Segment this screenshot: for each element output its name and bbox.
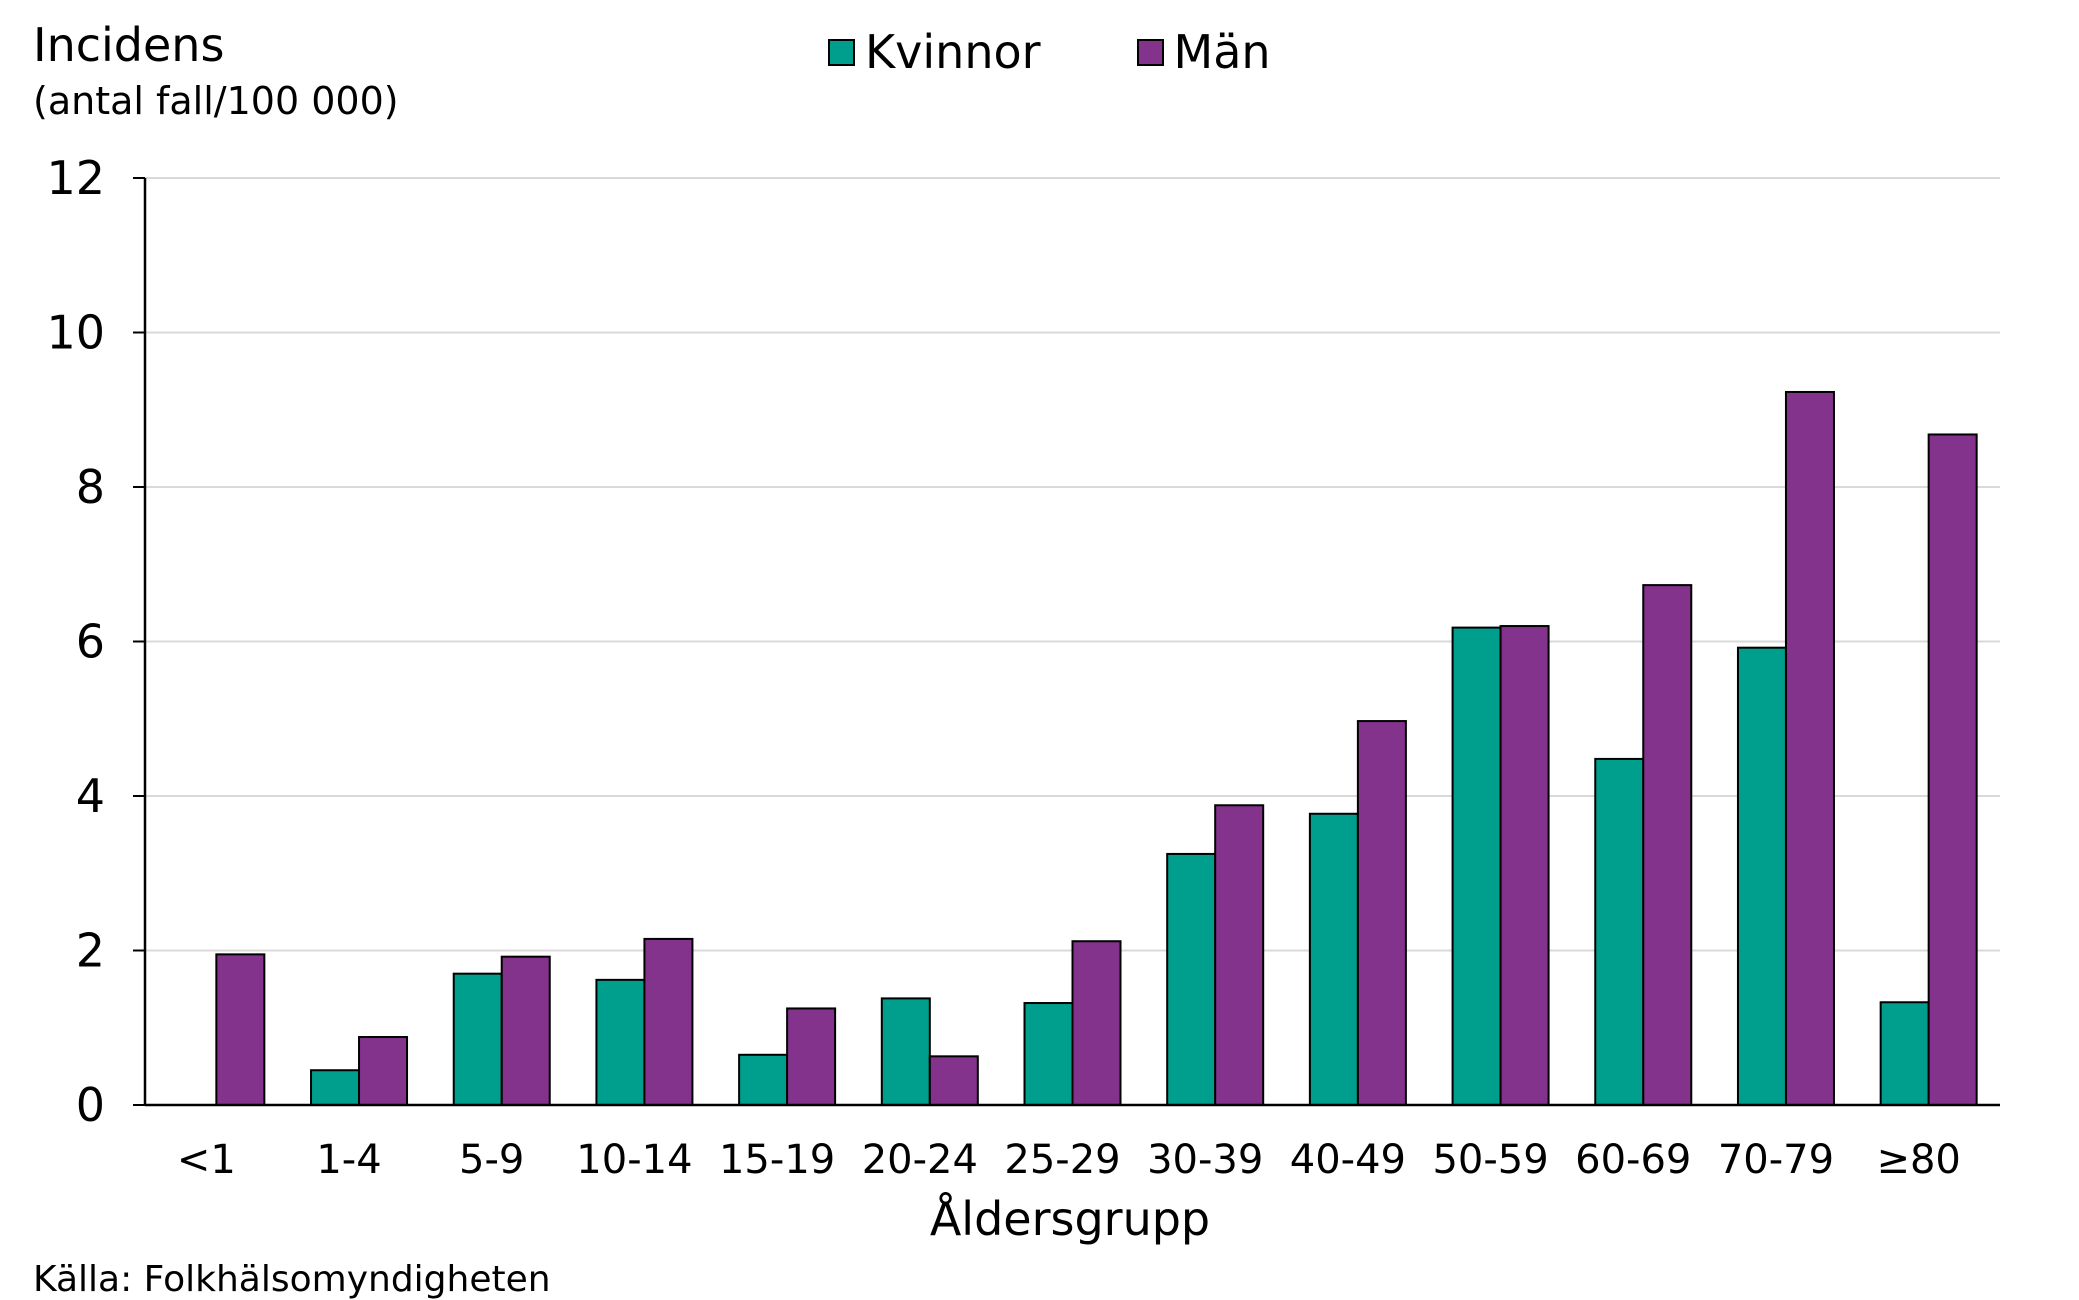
legend-swatch-man: [1136, 38, 1164, 66]
y-tick-label: 8: [76, 460, 105, 514]
x-tick-label: 1-4: [316, 1137, 381, 1183]
x-tick-label: 5-9: [459, 1137, 524, 1183]
bar-kvinnor: [738, 1053, 789, 1106]
bar-man: [1071, 940, 1122, 1106]
bar-man: [215, 953, 266, 1106]
bar-kvinnor: [880, 997, 931, 1107]
bar-kvinnor: [1736, 646, 1787, 1106]
bar-man: [786, 1007, 837, 1106]
bar-kvinnor: [1023, 1002, 1074, 1107]
x-axis-title: Åldersgrupp: [929, 1192, 1211, 1246]
bar-kvinnor: [1451, 626, 1502, 1106]
legend-item-kvinnor: Kvinnor: [828, 29, 1041, 75]
bar-man: [1499, 625, 1550, 1106]
legend-label-man: Män: [1173, 25, 1271, 79]
bar-man: [643, 937, 694, 1106]
bar-kvinnor: [1879, 1001, 1930, 1107]
bar-kvinnor: [595, 978, 646, 1106]
bar-man: [928, 1055, 979, 1107]
y-tick-label: 0: [76, 1078, 105, 1132]
x-tick-label: 50-59: [1432, 1137, 1548, 1183]
y-axis-title: Incidens: [33, 18, 225, 72]
legend-label-kvinnor: Kvinnor: [865, 25, 1041, 79]
x-tick-label: 40-49: [1290, 1137, 1406, 1183]
bar-man: [1784, 390, 1835, 1107]
bar-kvinnor: [452, 972, 503, 1106]
x-tick-label: 25-29: [1004, 1137, 1120, 1183]
bar-man: [1214, 804, 1265, 1107]
bar-man: [358, 1036, 409, 1107]
x-tick-label: 10-14: [576, 1137, 692, 1183]
legend: Kvinnor Män: [828, 28, 1367, 76]
bar-kvinnor: [1166, 852, 1217, 1106]
x-tick-label: 30-39: [1147, 1137, 1263, 1183]
y-tick-label: 4: [76, 769, 105, 823]
y-tick-label: 10: [46, 306, 105, 360]
y-axis-unit: (antal fall/100 000): [33, 79, 399, 123]
x-tick-label: <1: [177, 1137, 236, 1183]
source-note: Källa: Folkhälsomyndigheten: [33, 1259, 551, 1300]
legend-swatch-kvinnor: [828, 38, 855, 66]
x-tick-label: 15-19: [719, 1137, 835, 1183]
bar-kvinnor: [1308, 812, 1359, 1107]
x-tick-label: ≥80: [1876, 1137, 1960, 1183]
bar-man: [1356, 720, 1407, 1106]
y-tick-label: 2: [76, 924, 105, 978]
bar-kvinnor: [310, 1069, 361, 1107]
bar-kvinnor: [1594, 757, 1645, 1106]
bar-man: [1642, 584, 1693, 1106]
x-tick-label: 70-79: [1718, 1137, 1834, 1183]
x-tick-label: 60-69: [1575, 1137, 1691, 1183]
y-tick-label: 12: [46, 151, 105, 205]
y-tick-label: 6: [76, 615, 105, 669]
bar-man: [1927, 433, 1978, 1107]
legend-item-man: Män: [1136, 25, 1271, 79]
bar-man: [500, 955, 551, 1106]
x-tick-label: 20-24: [862, 1137, 978, 1183]
